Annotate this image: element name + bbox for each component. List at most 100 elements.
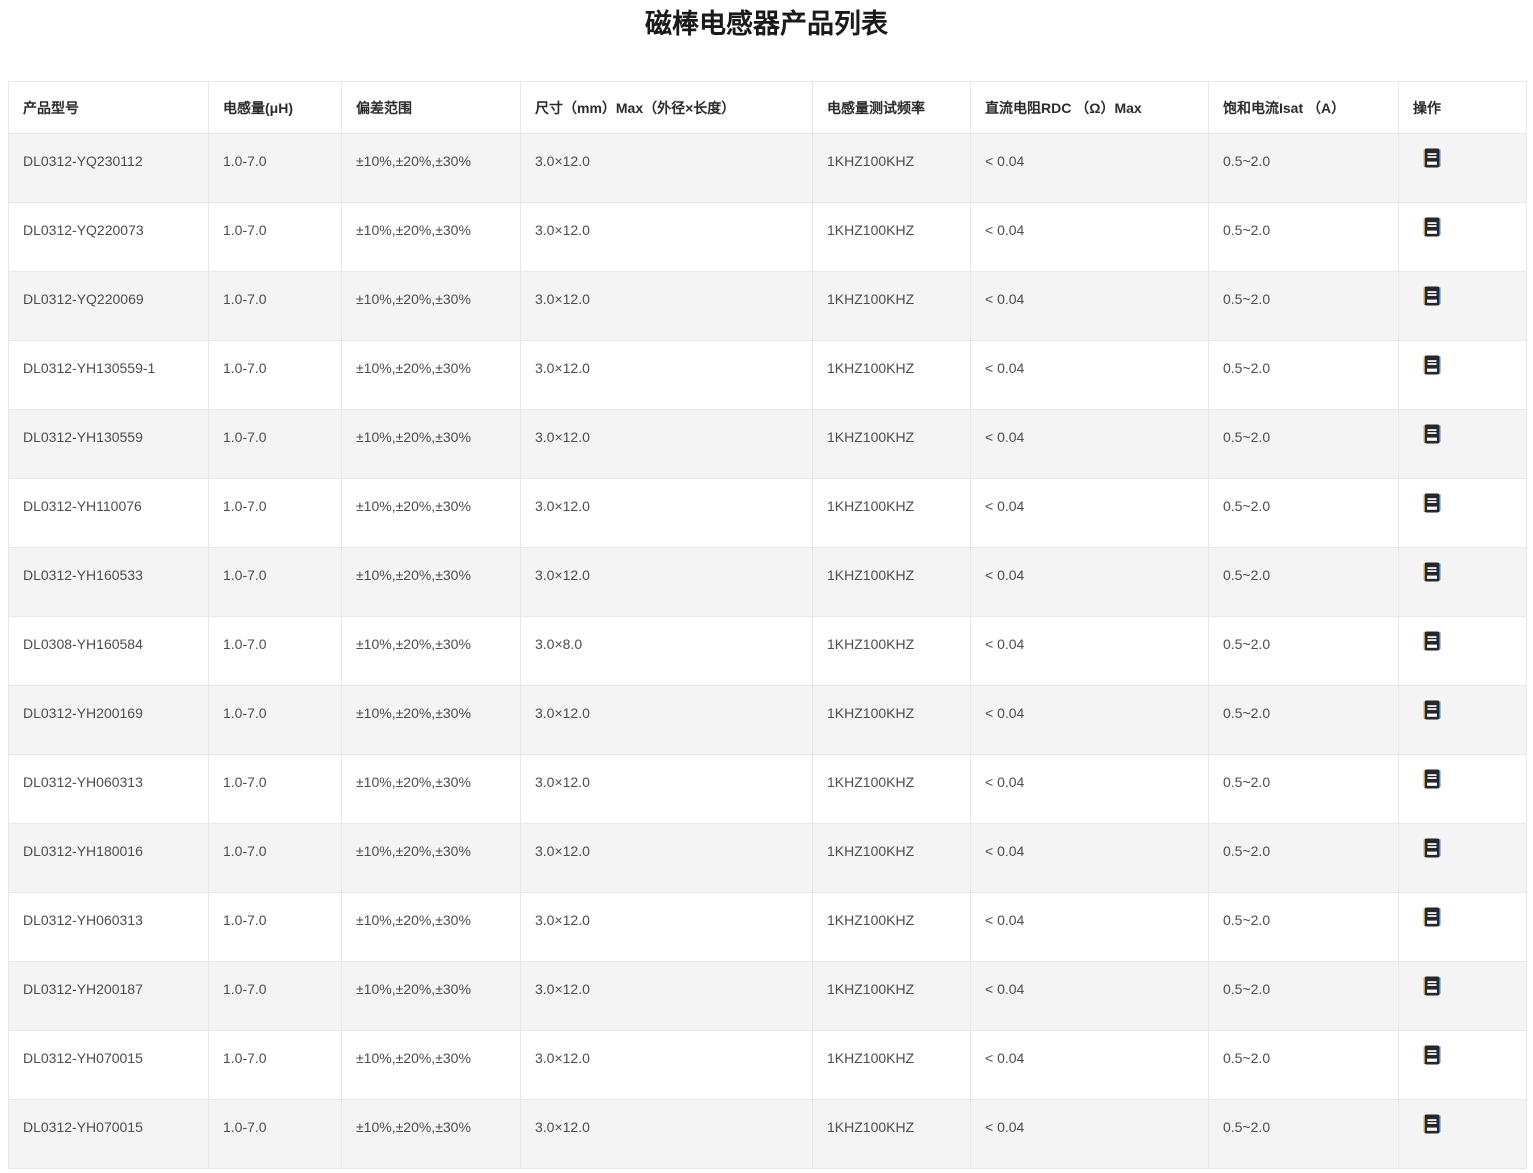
detail-button[interactable] [1423, 286, 1441, 306]
col-header-isat: 饱和电流Isat （A） [1208, 81, 1399, 134]
detail-button[interactable] [1423, 217, 1441, 237]
cell-operation [1398, 616, 1527, 686]
cell-isat: 0.5~2.0 [1208, 892, 1399, 962]
cell-tolerance: ±10%,±20%,±30% [341, 133, 521, 203]
cell-operation [1398, 340, 1527, 410]
cell-operation [1398, 271, 1527, 341]
col-header-size: 尺寸（mm）Max（外径×长度） [520, 81, 813, 134]
detail-button[interactable] [1423, 424, 1441, 444]
cell-isat: 0.5~2.0 [1208, 409, 1399, 479]
cell-inductance: 1.0-7.0 [208, 961, 342, 1031]
cell-tolerance: ±10%,±20%,±30% [341, 409, 521, 479]
table-row: DL0312-YH130559 1.0-7.0 ±10%,±20%,±30% 3… [8, 409, 1527, 479]
book-icon [1423, 217, 1441, 237]
table-row: DL0312-YH180016 1.0-7.0 ±10%,±20%,±30% 3… [8, 823, 1527, 893]
book-icon [1423, 424, 1441, 444]
cell-test-frequency: 1KHZ100KHZ [812, 685, 971, 755]
detail-button[interactable] [1423, 148, 1441, 168]
cell-model: DL0312-YQ220069 [8, 271, 209, 341]
cell-model: DL0312-YH200187 [8, 961, 209, 1031]
detail-button[interactable] [1423, 631, 1441, 651]
cell-test-frequency: 1KHZ100KHZ [812, 823, 971, 893]
cell-model: DL0312-YH160533 [8, 547, 209, 617]
book-icon [1423, 286, 1441, 306]
cell-operation [1398, 892, 1527, 962]
cell-operation [1398, 685, 1527, 755]
cell-test-frequency: 1KHZ100KHZ [812, 1099, 971, 1169]
detail-button[interactable] [1423, 493, 1441, 513]
book-icon [1423, 769, 1441, 789]
table-row: DL0312-YH070015 1.0-7.0 ±10%,±20%,±30% 3… [8, 1099, 1527, 1169]
book-icon [1423, 976, 1441, 996]
cell-rdc: < 0.04 [970, 754, 1209, 824]
cell-tolerance: ±10%,±20%,±30% [341, 823, 521, 893]
cell-rdc: < 0.04 [970, 823, 1209, 893]
cell-test-frequency: 1KHZ100KHZ [812, 409, 971, 479]
cell-inductance: 1.0-7.0 [208, 754, 342, 824]
detail-button[interactable] [1423, 976, 1441, 996]
cell-isat: 0.5~2.0 [1208, 754, 1399, 824]
cell-model: DL0312-YH060313 [8, 754, 209, 824]
book-icon [1423, 148, 1441, 168]
cell-inductance: 1.0-7.0 [208, 823, 342, 893]
table-row: DL0312-YQ230112 1.0-7.0 ±10%,±20%,±30% 3… [8, 133, 1527, 203]
cell-tolerance: ±10%,±20%,±30% [341, 1099, 521, 1169]
cell-inductance: 1.0-7.0 [208, 892, 342, 962]
col-header-operation: 操作 [1398, 81, 1527, 134]
product-table: 产品型号 电感量(μH) 偏差范围 尺寸（mm）Max（外径×长度） 电感量测试… [8, 81, 1527, 1169]
cell-inductance: 1.0-7.0 [208, 478, 342, 548]
cell-rdc: < 0.04 [970, 409, 1209, 479]
cell-test-frequency: 1KHZ100KHZ [812, 1030, 971, 1100]
cell-operation [1398, 409, 1527, 479]
cell-model: DL0312-YH110076 [8, 478, 209, 548]
cell-inductance: 1.0-7.0 [208, 271, 342, 341]
cell-isat: 0.5~2.0 [1208, 202, 1399, 272]
cell-rdc: < 0.04 [970, 547, 1209, 617]
cell-operation [1398, 478, 1527, 548]
cell-model: DL0312-YH200169 [8, 685, 209, 755]
detail-button[interactable] [1423, 562, 1441, 582]
cell-operation [1398, 754, 1527, 824]
cell-rdc: < 0.04 [970, 340, 1209, 410]
table-row: DL0308-YH160584 1.0-7.0 ±10%,±20%,±30% 3… [8, 616, 1527, 686]
book-icon [1423, 700, 1441, 720]
cell-isat: 0.5~2.0 [1208, 1030, 1399, 1100]
detail-button[interactable] [1423, 355, 1441, 375]
cell-size: 3.0×12.0 [520, 133, 813, 203]
cell-size: 3.0×12.0 [520, 340, 813, 410]
cell-inductance: 1.0-7.0 [208, 616, 342, 686]
cell-model: DL0312-YH070015 [8, 1030, 209, 1100]
detail-button[interactable] [1423, 907, 1441, 927]
cell-inductance: 1.0-7.0 [208, 1030, 342, 1100]
cell-size: 3.0×12.0 [520, 823, 813, 893]
cell-model: DL0308-YH160584 [8, 616, 209, 686]
book-icon [1423, 493, 1441, 513]
table-row: DL0312-YH110076 1.0-7.0 ±10%,±20%,±30% 3… [8, 478, 1527, 548]
cell-rdc: < 0.04 [970, 271, 1209, 341]
table-row: DL0312-YH060313 1.0-7.0 ±10%,±20%,±30% 3… [8, 754, 1527, 824]
detail-button[interactable] [1423, 838, 1441, 858]
cell-size: 3.0×12.0 [520, 1030, 813, 1100]
cell-rdc: < 0.04 [970, 202, 1209, 272]
cell-tolerance: ±10%,±20%,±30% [341, 754, 521, 824]
cell-size: 3.0×12.0 [520, 547, 813, 617]
table-body: DL0312-YQ230112 1.0-7.0 ±10%,±20%,±30% 3… [8, 133, 1527, 1169]
cell-operation [1398, 547, 1527, 617]
cell-model: DL0312-YH180016 [8, 823, 209, 893]
cell-isat: 0.5~2.0 [1208, 685, 1399, 755]
cell-size: 3.0×12.0 [520, 685, 813, 755]
cell-isat: 0.5~2.0 [1208, 1099, 1399, 1169]
cell-rdc: < 0.04 [970, 892, 1209, 962]
cell-rdc: < 0.04 [970, 685, 1209, 755]
cell-tolerance: ±10%,±20%,±30% [341, 892, 521, 962]
cell-rdc: < 0.04 [970, 478, 1209, 548]
cell-tolerance: ±10%,±20%,±30% [341, 202, 521, 272]
detail-button[interactable] [1423, 700, 1441, 720]
cell-inductance: 1.0-7.0 [208, 685, 342, 755]
detail-button[interactable] [1423, 1045, 1441, 1065]
cell-size: 3.0×12.0 [520, 961, 813, 1031]
detail-button[interactable] [1423, 1114, 1441, 1134]
cell-operation [1398, 1099, 1527, 1169]
table-row: DL0312-YQ220073 1.0-7.0 ±10%,±20%,±30% 3… [8, 202, 1527, 272]
detail-button[interactable] [1423, 769, 1441, 789]
